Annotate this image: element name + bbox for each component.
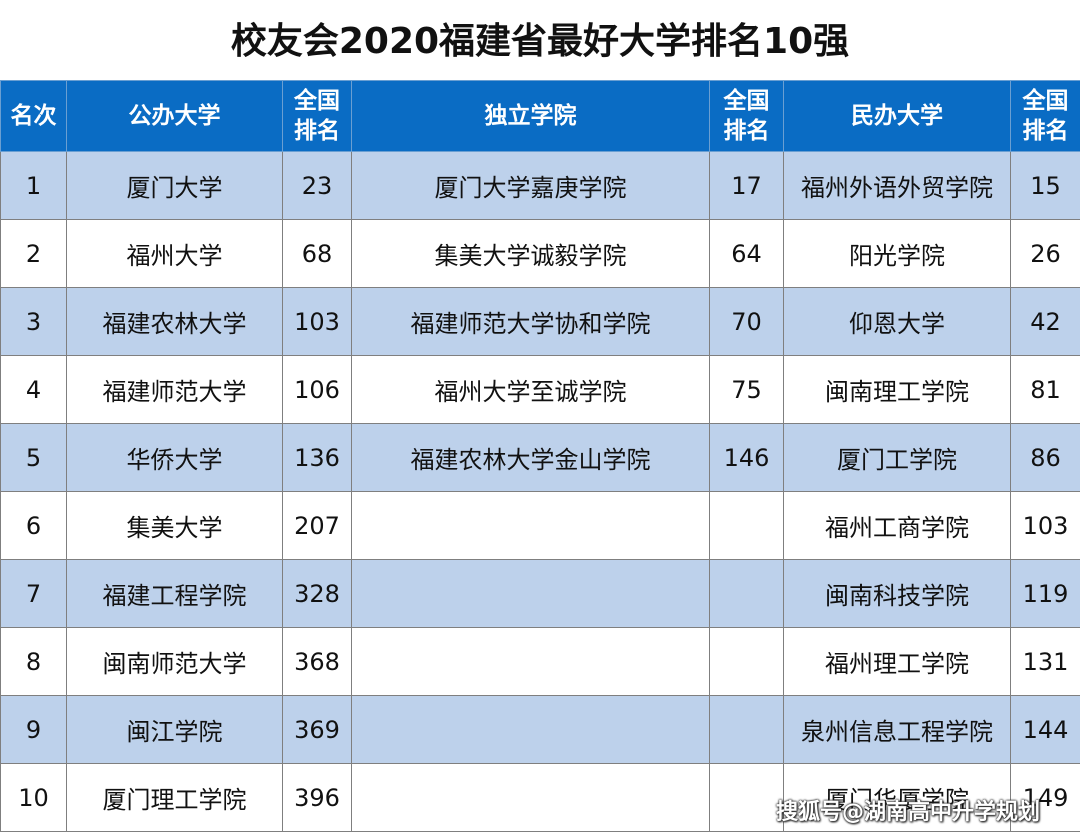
public-national-rank-cell: 68 — [282, 219, 352, 288]
private-national-rank-cell: 26 — [1010, 219, 1080, 288]
table-row: 9 闽江学院 369 泉州信息工程学院 144 — [0, 695, 1080, 764]
private-national-rank-cell: 144 — [1010, 695, 1080, 764]
rank-cell: 5 — [0, 423, 67, 492]
private-national-rank-cell: 15 — [1010, 151, 1080, 220]
public-university-cell: 福建农林大学 — [66, 287, 283, 356]
public-university-cell: 福建工程学院 — [66, 559, 283, 628]
table-row: 6 集美大学 207 福州工商学院 103 — [0, 491, 1080, 560]
independent-national-rank-cell — [709, 491, 784, 560]
private-university-cell: 闽南科技学院 — [783, 559, 1011, 628]
private-national-rank-cell: 103 — [1010, 491, 1080, 560]
independent-national-rank-cell: 75 — [709, 355, 784, 424]
private-university-cell: 厦门工学院 — [783, 423, 1011, 492]
table-row: 10 厦门理工学院 396 厦门华厦学院 149 — [0, 763, 1080, 832]
independent-national-rank-cell: 70 — [709, 287, 784, 356]
private-university-cell: 阳光学院 — [783, 219, 1011, 288]
header-row: 名次 公办大学 全国 排名 独立学院 全国 排名 民办大学 全国 排名 — [0, 80, 1080, 152]
independent-national-rank-cell — [709, 763, 784, 832]
public-university-cell: 福建师范大学 — [66, 355, 283, 424]
private-university-cell: 闽南理工学院 — [783, 355, 1011, 424]
watermark: 搜狐号@湖南高中升学规划 — [775, 800, 1040, 825]
table-row: 4 福建师范大学 106 福州大学至诚学院 75 闽南理工学院 81 — [0, 355, 1080, 424]
independent-national-rank-cell: 17 — [709, 151, 784, 220]
header-public-national-rank: 全国 排名 — [282, 80, 352, 152]
public-university-cell: 厦门理工学院 — [66, 763, 283, 832]
public-national-rank-cell: 23 — [282, 151, 352, 220]
rank-cell: 10 — [0, 763, 67, 832]
independent-college-cell: 集美大学诚毅学院 — [351, 219, 710, 288]
rank-cell: 7 — [0, 559, 67, 628]
public-national-rank-cell: 368 — [282, 627, 352, 696]
header-private-national-rank: 全国 排名 — [1010, 80, 1080, 152]
page-title: 校友会2020福建省最好大学排名10强 — [230, 21, 850, 62]
independent-college-cell: 福建农林大学金山学院 — [351, 423, 710, 492]
table-row: 1 厦门大学 23 厦门大学嘉庚学院 17 福州外语外贸学院 15 — [0, 151, 1080, 220]
table-row: 7 福建工程学院 328 闽南科技学院 119 — [0, 559, 1080, 628]
private-university-cell: 厦门华厦学院 — [783, 763, 1011, 832]
rank-cell: 4 — [0, 355, 67, 424]
header-national-rank-line1: 全国 — [1022, 88, 1069, 114]
private-university-cell: 福州工商学院 — [783, 491, 1011, 560]
public-university-cell: 闽江学院 — [66, 695, 283, 764]
public-university-cell: 厦门大学 — [66, 151, 283, 220]
public-national-rank-cell: 328 — [282, 559, 352, 628]
ranking-table: 名次 公办大学 全国 排名 独立学院 全国 排名 民办大学 全国 排名 1 厦门… — [0, 80, 1080, 832]
public-university-cell: 闽南师范大学 — [66, 627, 283, 696]
public-university-cell: 集美大学 — [66, 491, 283, 560]
rank-cell: 6 — [0, 491, 67, 560]
public-national-rank-cell: 103 — [282, 287, 352, 356]
public-national-rank-cell: 136 — [282, 423, 352, 492]
header-public-university: 公办大学 — [66, 80, 283, 152]
header-independent-college: 独立学院 — [351, 80, 710, 152]
independent-college-cell — [351, 491, 710, 560]
public-university-cell: 福州大学 — [66, 219, 283, 288]
header-national-rank-line2: 排名 — [723, 118, 770, 144]
table-row: 3 福建农林大学 103 福建师范大学协和学院 70 仰恩大学 42 — [0, 287, 1080, 356]
header-private-university: 民办大学 — [783, 80, 1011, 152]
independent-national-rank-cell — [709, 627, 784, 696]
independent-college-cell: 厦门大学嘉庚学院 — [351, 151, 710, 220]
independent-college-cell — [351, 627, 710, 696]
table-row: 2 福州大学 68 集美大学诚毅学院 64 阳光学院 26 — [0, 219, 1080, 288]
private-national-rank-cell: 119 — [1010, 559, 1080, 628]
private-national-rank-cell: 149 — [1010, 763, 1080, 832]
independent-national-rank-cell: 64 — [709, 219, 784, 288]
independent-college-cell — [351, 763, 710, 832]
rank-cell: 3 — [0, 287, 67, 356]
header-independent-national-rank: 全国 排名 — [709, 80, 784, 152]
rank-cell: 9 — [0, 695, 67, 764]
table-row: 8 闽南师范大学 368 福州理工学院 131 — [0, 627, 1080, 696]
independent-college-cell: 福建师范大学协和学院 — [351, 287, 710, 356]
private-national-rank-cell: 86 — [1010, 423, 1080, 492]
header-national-rank-line1: 全国 — [723, 88, 770, 114]
independent-college-cell: 福州大学至诚学院 — [351, 355, 710, 424]
private-national-rank-cell: 131 — [1010, 627, 1080, 696]
header-national-rank-line2: 排名 — [294, 118, 340, 144]
independent-national-rank-cell: 146 — [709, 423, 784, 492]
table-row: 5 华侨大学 136 福建农林大学金山学院 146 厦门工学院 86 — [0, 423, 1080, 492]
public-national-rank-cell: 396 — [282, 763, 352, 832]
private-university-cell: 福州外语外贸学院 — [783, 151, 1011, 220]
rank-cell: 2 — [0, 219, 67, 288]
independent-college-cell — [351, 695, 710, 764]
private-university-cell: 仰恩大学 — [783, 287, 1011, 356]
independent-college-cell — [351, 559, 710, 628]
public-national-rank-cell: 369 — [282, 695, 352, 764]
private-national-rank-cell: 81 — [1010, 355, 1080, 424]
header-national-rank-line1: 全国 — [294, 88, 340, 114]
independent-national-rank-cell — [709, 695, 784, 764]
header-rank: 名次 — [0, 80, 67, 152]
independent-national-rank-cell — [709, 559, 784, 628]
rank-cell: 1 — [0, 151, 67, 220]
private-university-cell: 泉州信息工程学院 — [783, 695, 1011, 764]
public-national-rank-cell: 106 — [282, 355, 352, 424]
public-university-cell: 华侨大学 — [66, 423, 283, 492]
public-national-rank-cell: 207 — [282, 491, 352, 560]
private-national-rank-cell: 42 — [1010, 287, 1080, 356]
header-national-rank-line2: 排名 — [1022, 118, 1069, 144]
private-university-cell: 福州理工学院 — [783, 627, 1011, 696]
rank-cell: 8 — [0, 627, 67, 696]
